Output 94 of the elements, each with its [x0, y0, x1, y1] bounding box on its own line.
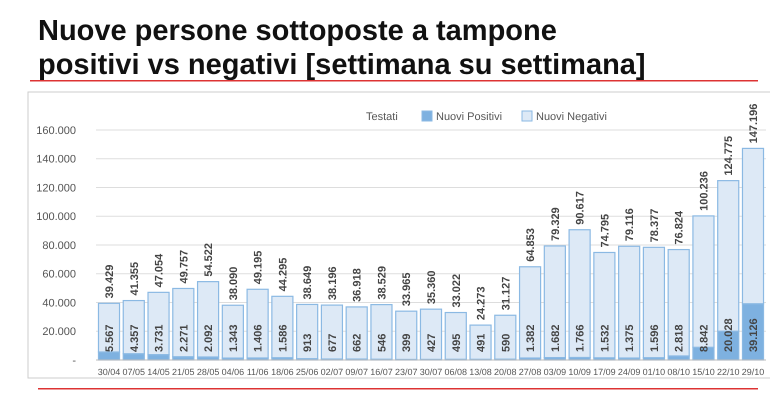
- data-label: 1.586: [277, 324, 290, 352]
- total-label: 90.617: [574, 191, 587, 225]
- y-tick-label: 20.000: [42, 326, 76, 338]
- x-tick-label: 11/06: [246, 367, 269, 377]
- x-tick-label: 13/08: [469, 367, 492, 377]
- total-label: 47.054: [154, 252, 166, 288]
- total-label: 38.649: [302, 266, 314, 300]
- total-label: 44.295: [277, 258, 290, 292]
- data-label: 8.842: [698, 324, 710, 352]
- data-label: 1.382: [525, 324, 538, 352]
- data-label: 1.343: [228, 324, 240, 352]
- data-label: 1.682: [550, 324, 562, 352]
- x-tick-label: 29/10: [742, 367, 764, 377]
- data-label: 590: [500, 334, 512, 352]
- x-tick-label: 25/06: [296, 367, 318, 377]
- y-tick-label: -: [72, 354, 76, 367]
- legend-title: Testati: [366, 110, 398, 123]
- total-label: 41.355: [128, 262, 141, 296]
- total-label: 64.853: [525, 228, 538, 262]
- total-label: 36.918: [352, 268, 364, 302]
- total-label: 54.522: [203, 242, 216, 277]
- x-tick-label: 23/07: [394, 367, 418, 377]
- data-label: 1.766: [574, 324, 587, 352]
- total-label: 124.775: [723, 136, 736, 176]
- data-label: 546: [376, 334, 388, 352]
- data-label: 2.271: [178, 324, 190, 352]
- x-tick-label: 27/08: [518, 367, 542, 377]
- x-tick-label: 06/08: [444, 367, 468, 377]
- x-tick-label: 09/07: [345, 367, 368, 377]
- total-label: 79.329: [550, 207, 562, 241]
- x-tick-label: 18/06: [271, 367, 294, 377]
- total-label: 79.116: [624, 208, 636, 242]
- total-label: 49.757: [178, 250, 190, 284]
- x-tick-label: 15/10: [692, 367, 715, 377]
- x-tick-label: 17/09: [593, 367, 616, 377]
- total-label: 49.195: [252, 250, 265, 284]
- data-label: 662: [352, 334, 364, 352]
- x-tick-label: 30/07: [420, 367, 442, 377]
- total-label: 38.529: [376, 266, 388, 300]
- total-label: 39.429: [104, 264, 116, 298]
- data-label: 3.731: [154, 324, 166, 352]
- x-tick-label: 10/09: [568, 367, 591, 377]
- total-label: 100.236: [698, 171, 710, 211]
- data-label: 1.532: [599, 324, 612, 352]
- data-label: 1.406: [252, 324, 265, 352]
- total-label: 78.377: [648, 208, 661, 242]
- x-tick-label: 02/07: [320, 367, 344, 377]
- total-label: 147.196: [748, 104, 760, 144]
- data-label: 399: [401, 334, 414, 352]
- total-label: 24.273: [476, 286, 488, 320]
- x-tick-label: 22/10: [716, 367, 740, 377]
- x-tick-label: 04/06: [222, 367, 244, 377]
- total-label: 38.196: [326, 266, 339, 300]
- legend-label: Nuovi Negativi: [536, 110, 607, 123]
- data-label: 491: [476, 334, 488, 352]
- x-tick-label: 30/04: [98, 367, 120, 377]
- x-tick-label: 28/05: [196, 367, 220, 377]
- total-label: 31.127: [500, 276, 512, 310]
- y-tick-label: 100.000: [36, 211, 76, 224]
- total-label: 74.795: [599, 214, 612, 248]
- x-tick-label: 01/10: [642, 367, 666, 377]
- x-tick-label: 08/10: [667, 367, 690, 377]
- data-label: 1.375: [624, 324, 636, 352]
- data-label: 427: [426, 334, 438, 352]
- chart-title: Nuove persone sottoposte a tampone positivi vs negativi [settimana su settimana]: [38, 15, 646, 81]
- x-tick-label: 03/09: [544, 367, 566, 377]
- x-tick-label: 24/09: [618, 367, 640, 377]
- y-tick-label: 140.000: [36, 154, 76, 166]
- data-label: 2.092: [203, 324, 216, 352]
- y-tick-label: 80.000: [42, 240, 76, 252]
- x-tick-label: 14/05: [147, 367, 170, 377]
- y-tick-label: 60.000: [42, 268, 76, 281]
- x-tick-label: 20/08: [494, 367, 517, 377]
- x-tick-label: 07/05: [122, 367, 146, 377]
- total-label: 76.824: [674, 210, 686, 245]
- y-tick-label: 160.000: [36, 124, 76, 137]
- data-label: 20.028: [723, 318, 736, 352]
- total-label: 35.360: [426, 270, 438, 304]
- data-label: 495: [450, 334, 463, 352]
- y-tick-label: 40.000: [42, 297, 76, 310]
- total-label: 33.022: [450, 274, 463, 308]
- data-label: 1.596: [648, 324, 661, 352]
- data-label: 5.567: [104, 324, 116, 352]
- total-label: 38.090: [228, 266, 240, 300]
- x-tick-label: 16/07: [370, 367, 393, 377]
- data-label: 913: [302, 334, 314, 352]
- data-label: 39.126: [748, 318, 760, 352]
- data-label: 4.357: [128, 324, 141, 352]
- legend-label: Nuovi Positivi: [436, 110, 502, 123]
- x-tick-label: 21/05: [172, 367, 195, 377]
- total-label: 33.965: [401, 272, 414, 306]
- y-tick-label: 120.000: [36, 182, 76, 194]
- data-label: 677: [326, 334, 339, 352]
- data-label: 2.818: [674, 324, 686, 352]
